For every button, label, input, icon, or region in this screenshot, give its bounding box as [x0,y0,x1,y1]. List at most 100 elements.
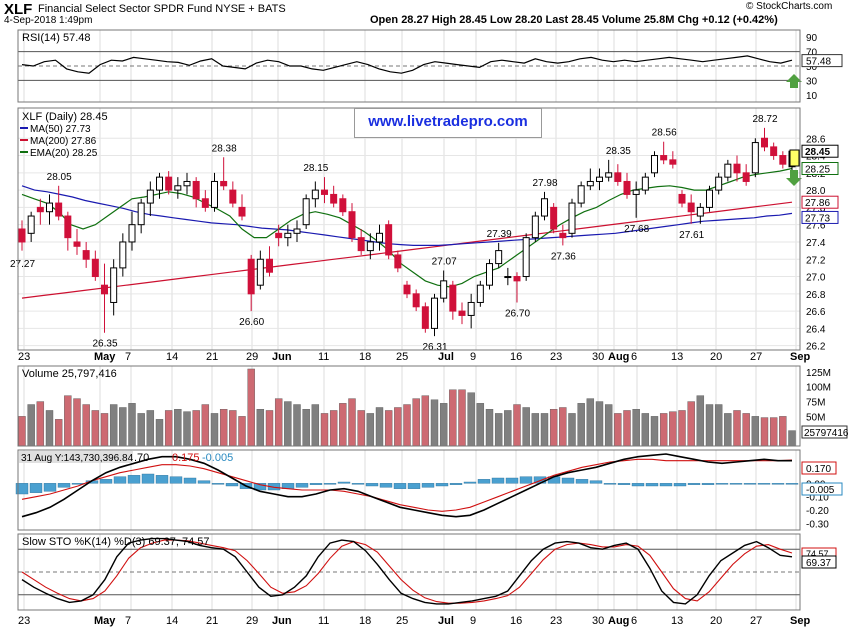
x-axis-label-bottom: 23 [550,615,562,627]
rsi-tick-label: 10 [806,91,818,102]
volume-bar [678,410,686,447]
price-annotation: 27.27 [10,259,35,270]
rsi-tick-label: 50 [806,62,818,73]
macd-legend-value: -0.005 [202,452,233,464]
price-current-box [801,162,839,175]
candle-body [623,180,631,195]
axes-layer: 23 May 7 14 21 29 Jun 11 18 25 Jul 9 16 23 30 Aug 6 13 20 2… [17,29,810,627]
candle-body [779,155,787,165]
candle-body [651,155,658,174]
macd-histogram-bar [743,483,757,485]
macd-histogram-bar [225,483,239,487]
last-label: Last [545,14,569,26]
macd-histogram-bar [687,483,701,485]
volume-bar [714,404,723,447]
volume-bar [329,410,338,447]
macd-histogram-bar [701,483,715,485]
volume-bar [595,401,604,447]
candle-body [421,306,429,329]
price-annotation: 27.39 [487,229,512,240]
candle-body [715,176,723,191]
volume-bar [769,417,778,447]
candle-body [596,176,603,182]
candle-body [541,198,548,217]
candle-body [733,163,741,174]
sto-k-box [801,555,837,569]
price-tick-label: 27.6 [806,221,826,232]
candle-body [128,224,136,243]
macd-tick-label: -0.10 [806,493,829,504]
x-axis-label: 14 [166,351,178,363]
rsi-tick-label: 90 [806,33,818,44]
macd-histogram-bar [589,480,603,484]
x-axis-label: 23 [550,351,562,363]
volume-bar [696,395,705,447]
candle-body [467,301,475,316]
rsi-tick-label: 30 [806,76,818,87]
volume-bar [650,416,659,447]
candle-body [770,146,778,157]
volume-legend: Volume 25,797,416 [22,368,117,380]
macd-histogram-bar [715,483,729,485]
macd-histogram-bar [645,483,659,487]
volume-bar [238,416,246,447]
candle-body [156,176,163,191]
watermark-link[interactable]: www.livetradepro.com [354,108,542,138]
candle-body [284,232,292,239]
candle-body [36,206,44,213]
fund-name: Financial Select Sector SPDR Fund NYSE +… [38,3,286,15]
x-axis-label-bottom: 7 [125,615,131,627]
price-tick-label: 28.6 [806,134,826,145]
x-axis-label-bottom: Aug [608,615,629,627]
macd-histogram-bar [771,483,785,485]
macd-histogram-bar [519,476,533,484]
macd-line [21,453,792,518]
candle-body [605,172,613,178]
macd-histogram-bar [603,483,617,485]
macd-histogram-bar [155,475,169,484]
volume-frame [17,365,801,447]
sto-k-label: 69.37 [806,558,831,569]
volume-bar [687,401,695,447]
macd-histogram-bar [29,483,43,493]
macd-legend-value: .70 [134,452,149,464]
volume-bar [504,410,512,447]
candle-body [440,280,448,299]
x-axis-label: 13 [671,351,683,363]
volume-bar [531,413,540,447]
x-axis-label-bottom: May [94,615,116,627]
macd-histogram-bar [477,479,491,484]
macd-histogram-bar [435,483,449,487]
hist-current-label: -0.005 [806,485,835,496]
x-axis-label-bottom: 9 [470,615,476,627]
x-axis-label: Aug [608,351,629,363]
x-axis-label-bottom: 6 [631,615,637,627]
candle-body [385,224,393,256]
price-current-box [801,195,839,209]
volume-bar [549,409,558,447]
x-axis-label: Jun [272,351,292,363]
candle-body [330,193,338,204]
volume-bar [256,409,265,447]
macd-histogram-bar [757,483,771,485]
macd-histogram-bar [505,477,519,484]
candle-body [751,142,759,174]
price-tick-label: 27.8 [806,203,826,214]
open-label: Open [370,14,399,26]
candle-body [761,137,768,148]
macd-histogram-bar [561,477,575,484]
volume-bar [412,398,420,447]
candle-body [55,202,63,217]
volume-bar [779,416,787,447]
volume-bar [449,389,457,447]
candle-body [696,206,704,217]
low-label: Low [489,14,512,26]
candle-body [660,155,668,161]
volume-bar [788,430,796,447]
x-axis-label-bottom: 16 [510,615,522,627]
candle-body [275,232,283,239]
x-axis-label: 6 [631,351,637,363]
x-axis-label: 27 [750,351,762,363]
price-annotation: 28.38 [212,143,237,154]
